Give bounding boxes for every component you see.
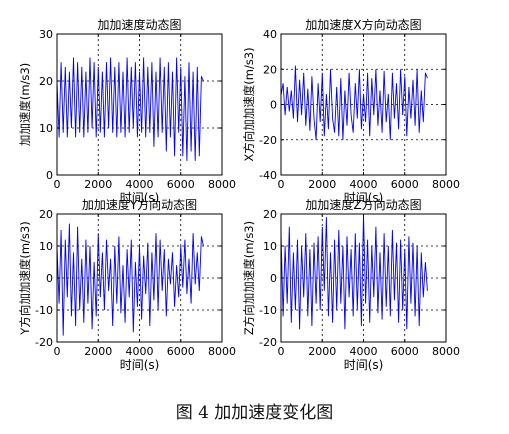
x-tick-label: 0: [54, 178, 61, 191]
y-axis-label: Z方向加加速度(m/s3): [242, 221, 256, 335]
x-tick-label: 2000: [84, 178, 112, 191]
y-tick-label: 40: [263, 28, 277, 41]
x-axis-label: 时间(s): [344, 191, 384, 205]
y-axis-label: X方向加加速度(m/s3): [242, 47, 256, 161]
chart-title: 加加速度Y方向动态图: [82, 197, 197, 212]
y-tick-label: -20: [35, 336, 53, 349]
y-tick-label: 10: [263, 240, 277, 253]
subplot-4: 0 2000 4000 6000 8000 -20 -10 0 10 20 加加速度Z方向动态图时间…: [242, 197, 460, 372]
x-tick-label: 6000: [391, 345, 419, 358]
y-tick-label: -20: [259, 134, 277, 147]
y-tick-label: -40: [259, 169, 277, 182]
x-tick-label: 2000: [308, 178, 336, 191]
subplot-3: 0 2000 4000 6000 8000 -20 -10 0 10 20 加加速度Y方向动态图时间…: [18, 197, 236, 372]
chart-title: 加加速度X方向动态图: [305, 17, 421, 32]
x-tick-label: 0: [54, 345, 61, 358]
y-axis-label: 加加速度(m/s3): [18, 63, 32, 146]
y-tick-label: 20: [39, 208, 53, 221]
x-tick-label: 4000: [126, 345, 154, 358]
subplot-2: 0 2000 4000 6000 8000 -40 -20 0 20 40 加加速度X方向动态图时间…: [242, 17, 460, 205]
y-tick-label: 0: [46, 272, 53, 285]
x-tick-label: 8000: [432, 345, 460, 358]
figure-caption: 图 4 加加速度变化图: [175, 403, 334, 423]
y-tick-label: 20: [263, 63, 277, 76]
x-tick-label: 8000: [208, 178, 236, 191]
x-tick-label: 0: [278, 178, 285, 191]
y-tick-label: 10: [39, 122, 53, 135]
y-tick-label: 0: [46, 169, 53, 182]
x-axis-label: 时间(s): [344, 358, 384, 372]
x-tick-label: 4000: [350, 178, 378, 191]
x-tick-label: 8000: [208, 345, 236, 358]
x-tick-label: 6000: [391, 178, 419, 191]
y-tick-label: 20: [263, 208, 277, 221]
x-axis-label: 时间(s): [120, 191, 160, 205]
y-tick-label: 20: [39, 75, 53, 88]
data-series-line: [280, 65, 428, 140]
y-tick-label: -10: [35, 304, 53, 317]
y-tick-label: 10: [39, 240, 53, 253]
chart-title: 加加速度动态图: [97, 17, 181, 32]
chart-title: 加加速度Z方向动态图: [305, 197, 421, 212]
y-tick-label: 0: [270, 99, 277, 112]
x-tick-label: 4000: [350, 345, 378, 358]
y-tick-label: 0: [270, 272, 277, 285]
data-series-line: [56, 223, 204, 336]
x-tick-label: 6000: [167, 345, 195, 358]
data-series-line: [280, 213, 428, 330]
x-tick-label: 8000: [432, 178, 460, 191]
data-series-line: [56, 57, 204, 161]
y-tick-label: 30: [39, 28, 53, 41]
x-tick-label: 6000: [167, 178, 195, 191]
y-axis-label: Y方向加加速度(m/s3): [18, 221, 32, 335]
y-tick-label: -10: [259, 304, 277, 317]
x-tick-label: 2000: [84, 345, 112, 358]
x-tick-label: 0: [278, 345, 285, 358]
x-tick-label: 2000: [308, 345, 336, 358]
x-tick-label: 4000: [126, 178, 154, 191]
y-tick-label: -20: [259, 336, 277, 349]
x-axis-label: 时间(s): [120, 358, 160, 372]
